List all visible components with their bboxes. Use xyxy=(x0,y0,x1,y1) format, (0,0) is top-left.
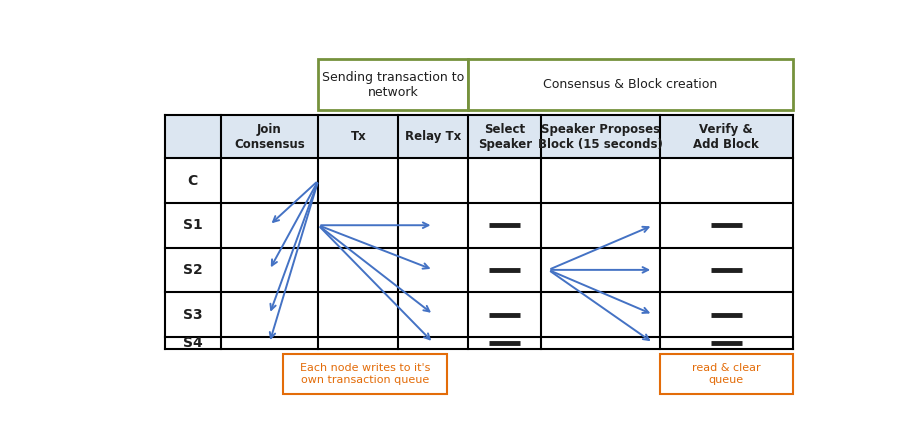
Bar xyxy=(468,116,542,158)
Bar xyxy=(542,116,660,158)
Text: Join
Consensus: Join Consensus xyxy=(234,123,305,151)
FancyBboxPatch shape xyxy=(319,59,468,110)
Text: Verify &
Add Block: Verify & Add Block xyxy=(693,123,760,151)
Bar xyxy=(220,116,319,158)
Bar xyxy=(319,116,399,158)
Text: S2: S2 xyxy=(183,263,202,277)
Bar xyxy=(399,116,468,158)
Text: C: C xyxy=(187,173,198,188)
Bar xyxy=(660,116,793,158)
Bar xyxy=(165,116,220,158)
Text: S3: S3 xyxy=(183,308,202,322)
Text: Select
Speaker: Select Speaker xyxy=(478,123,532,151)
Text: Sending transaction to
network: Sending transaction to network xyxy=(322,71,464,99)
FancyBboxPatch shape xyxy=(468,59,793,110)
Text: S4: S4 xyxy=(183,336,202,350)
Text: Consensus & Block creation: Consensus & Block creation xyxy=(544,78,717,91)
FancyBboxPatch shape xyxy=(284,354,447,393)
Text: Each node writes to it's
own transaction queue: Each node writes to it's own transaction… xyxy=(301,363,430,384)
Text: read & clear
queue: read & clear queue xyxy=(692,363,760,384)
Text: Relay Tx: Relay Tx xyxy=(405,130,462,143)
Text: Tx: Tx xyxy=(350,130,366,143)
FancyBboxPatch shape xyxy=(660,354,793,393)
Text: Speaker Proposes
Block (15 seconds): Speaker Proposes Block (15 seconds) xyxy=(538,123,663,151)
Text: S1: S1 xyxy=(183,218,202,232)
